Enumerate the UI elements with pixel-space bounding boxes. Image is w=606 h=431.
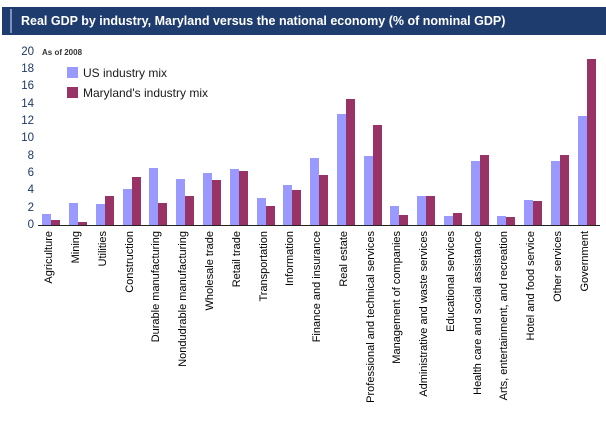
x-axis-label: Professional and technical services [364, 231, 377, 403]
bar-us [577, 115, 587, 225]
bar-us [122, 188, 132, 225]
bar-maryland [319, 174, 328, 225]
bar-maryland [212, 179, 221, 225]
y-axis-tick-label: 0 [27, 219, 34, 231]
x-axis-label: Management of companies [391, 231, 404, 364]
bar-maryland [238, 171, 248, 225]
x-axis-label: Hotel and food service [525, 231, 538, 341]
x-axis-label: Arts, entertainment, and recreation [498, 231, 511, 401]
bar-maryland [506, 217, 516, 225]
bar-us [390, 205, 400, 225]
x-axis-label: Agriculture [43, 231, 56, 284]
bar-maryland [345, 99, 355, 225]
title-accent-line [10, 9, 12, 33]
x-axis-label: Wholesale trade [204, 231, 216, 311]
x-axis-label: Retail trade [230, 231, 243, 288]
bar-maryland [399, 214, 409, 225]
bar-maryland [479, 154, 489, 225]
us-legend-label: US industry mix [83, 66, 168, 80]
x-axis-label: Information [284, 231, 297, 287]
x-axis-label: Health care and social assistance [471, 231, 484, 395]
x-axis-line [38, 225, 600, 226]
bar-us [443, 216, 453, 225]
maryland-legend-swatch [67, 87, 78, 98]
x-axis-label: Administrative and waste services [418, 231, 430, 397]
bar-us [256, 198, 266, 225]
x-axis-label: Real estate [337, 231, 350, 287]
bar-us [524, 199, 534, 225]
x-axis-label: Educational services [444, 231, 457, 332]
bar-maryland [158, 202, 168, 225]
bar-maryland [265, 205, 275, 225]
x-axis-label: Government [578, 231, 591, 292]
bar-us [336, 114, 346, 225]
bar-us [69, 202, 79, 225]
y-axis-tick-label: 16 [21, 80, 34, 93]
y-axis-tick-label: 6 [27, 167, 34, 179]
y-axis-tick-label: 14 [21, 97, 34, 110]
x-axis-label: Mining [70, 231, 83, 264]
bar-maryland [372, 125, 382, 225]
maryland-legend-label: Maryland's industry mix [83, 86, 208, 100]
x-axis-label: Finance and insurance [311, 231, 323, 343]
bar-maryland [104, 196, 114, 225]
x-axis-label: Utilities [96, 231, 109, 267]
bar-maryland [131, 177, 141, 225]
chart-title: Real GDP by industry, Maryland versus th… [21, 14, 506, 28]
bar-maryland [559, 154, 569, 225]
bar-maryland [185, 196, 195, 225]
bar-maryland [452, 212, 462, 225]
y-axis-tick-label: 8 [27, 149, 34, 162]
bar-maryland [533, 200, 543, 225]
x-axis-label: Other services [551, 231, 564, 302]
bar-maryland [586, 58, 596, 225]
bar-us [550, 160, 560, 225]
bar-us [229, 168, 239, 225]
title-bar: Real GDP by industry, Maryland versus th… [2, 7, 606, 35]
bar-maryland [51, 219, 61, 225]
y-axis-tick-label: 4 [27, 184, 34, 197]
x-axis-label: Nondudrable manufacturing [177, 231, 190, 367]
bar-us [149, 167, 159, 225]
bar-maryland [292, 190, 302, 225]
bar-us [310, 158, 319, 225]
x-axis-label: Durable manufacturing [150, 231, 163, 343]
bar-us [203, 173, 212, 225]
x-axis-label: Transportation [257, 231, 270, 302]
bar-us [497, 216, 507, 225]
bar-us [417, 196, 426, 225]
bar-us [470, 160, 480, 225]
y-axis-tick-label: 2 [27, 201, 34, 214]
bar-us [363, 155, 373, 225]
y-axis-tick-label: 20 [21, 45, 34, 58]
bar-us [283, 185, 293, 225]
bar-us [176, 179, 186, 225]
y-axis-tick-label: 18 [21, 63, 34, 75]
us-legend-swatch [67, 67, 78, 78]
as-of-annotation: As of 2008 [42, 48, 83, 57]
y-axis-tick-label: 12 [21, 115, 34, 127]
bar-us [42, 213, 52, 225]
x-axis-label: Construction [123, 231, 136, 293]
y-axis-tick-label: 10 [21, 132, 34, 145]
bar-maryland [78, 222, 88, 225]
bar-maryland [426, 196, 435, 225]
bar-us [95, 204, 105, 225]
